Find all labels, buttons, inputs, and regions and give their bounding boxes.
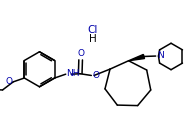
Text: O: O	[77, 49, 84, 58]
Text: NH: NH	[67, 69, 80, 78]
Text: N: N	[157, 51, 164, 60]
Polygon shape	[129, 54, 145, 61]
Text: Cl: Cl	[88, 25, 98, 35]
Text: H: H	[89, 34, 97, 44]
Text: O: O	[5, 77, 12, 86]
Text: O: O	[93, 71, 100, 80]
